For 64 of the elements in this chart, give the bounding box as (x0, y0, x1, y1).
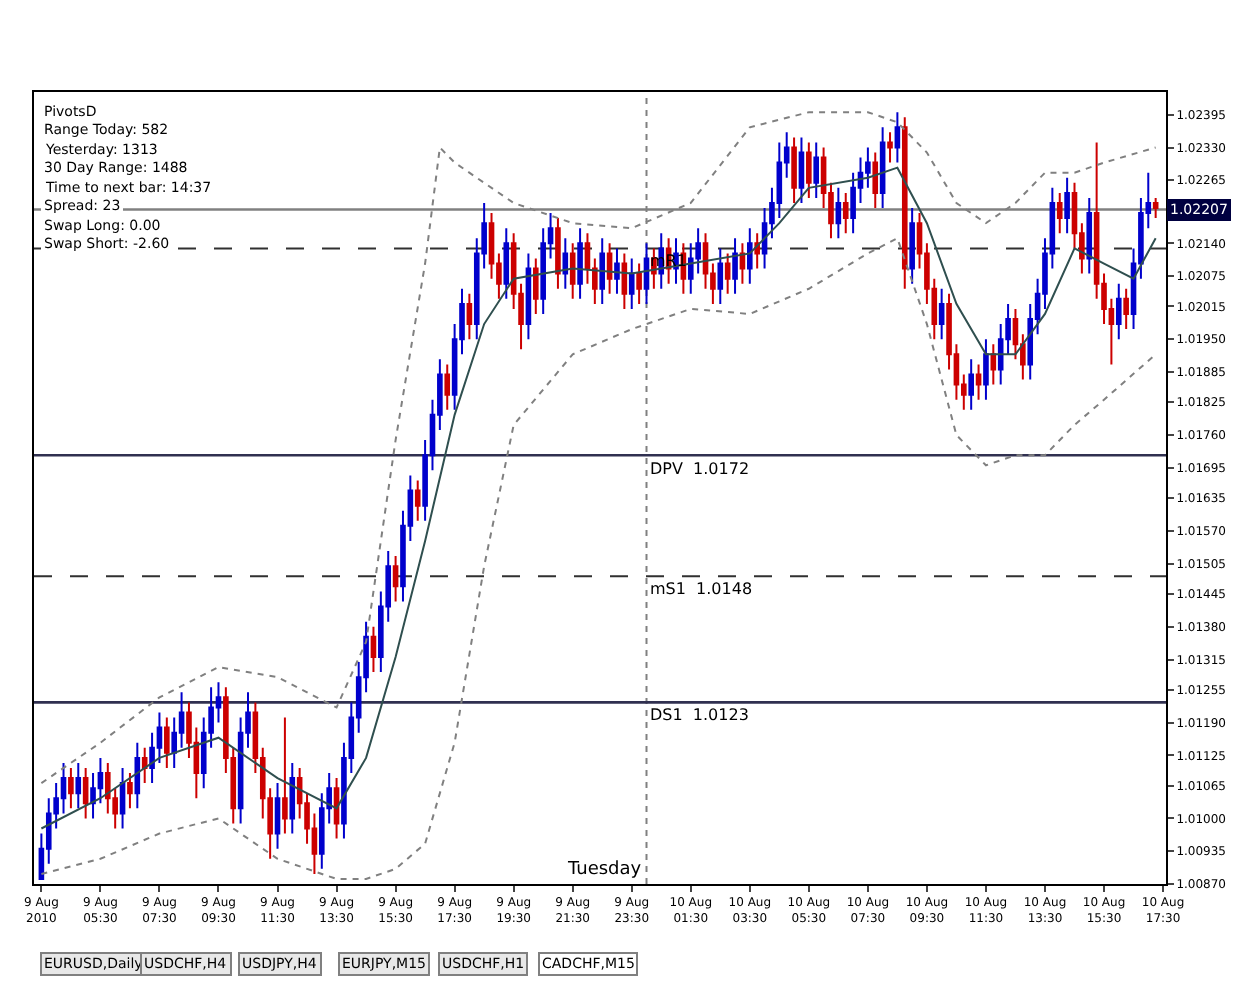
candlestick (606, 242, 613, 295)
candlestick (813, 141, 820, 199)
candlestick (835, 186, 842, 240)
candlestick (525, 252, 532, 341)
candlestick (555, 217, 561, 290)
candlestick (975, 363, 982, 401)
ref-line-label: DS1 1.0123 (650, 706, 749, 724)
candlestick (289, 761, 296, 835)
candlestick (599, 237, 606, 305)
candlestick (134, 741, 141, 810)
candlestick (968, 358, 974, 411)
candlestick (466, 292, 473, 341)
candlestick (333, 777, 340, 840)
candlestick (879, 126, 886, 210)
ref-line-label: mS1 1.0148 (650, 580, 753, 598)
candlestick (562, 237, 569, 290)
candlestick (82, 766, 89, 820)
candlestick (732, 237, 738, 295)
candlestick (119, 766, 126, 830)
candlestick (872, 151, 879, 210)
candlestick (1064, 176, 1070, 235)
candlestick (75, 761, 82, 810)
ref-line-label: DPV 1.0172 (650, 460, 750, 478)
candlestick (636, 262, 642, 305)
candlestick (1056, 191, 1063, 235)
candlestick (628, 257, 635, 310)
ref-line-label: mR1 (650, 252, 687, 270)
ref-line-label: Tuesday (566, 860, 643, 880)
candlestick (806, 141, 812, 199)
candlestick (614, 247, 620, 295)
candlestick (1152, 196, 1159, 220)
candlestick (274, 782, 281, 850)
candlestick (503, 227, 510, 300)
candlestick (533, 257, 539, 315)
candlestick (444, 363, 451, 411)
candlestick (739, 242, 746, 285)
candlestick (938, 287, 945, 341)
candlestick (798, 136, 805, 204)
candlestick (894, 111, 901, 164)
candlestick (392, 555, 399, 603)
candlestick (990, 343, 997, 386)
candlestick (747, 227, 753, 285)
candlestick (127, 772, 133, 810)
candlestick (842, 191, 849, 235)
candlestick (282, 716, 288, 835)
candlestick (717, 247, 724, 305)
candlestick (68, 766, 74, 810)
candlestick (1123, 287, 1129, 331)
candlestick (621, 252, 628, 310)
candlestick (791, 136, 797, 204)
candlestick (901, 116, 908, 290)
candlestick (577, 227, 583, 300)
candlestick (414, 479, 421, 522)
candlestick (983, 338, 989, 401)
candlestick (164, 716, 170, 769)
candlestick (724, 252, 731, 295)
candlestick (1115, 282, 1122, 341)
candlestick (370, 625, 377, 674)
candlestick (569, 242, 576, 300)
candlestick (1086, 196, 1093, 275)
candlestick (643, 242, 650, 305)
candlestick (887, 131, 893, 164)
candlestick (141, 746, 148, 785)
candlestick (909, 207, 915, 285)
